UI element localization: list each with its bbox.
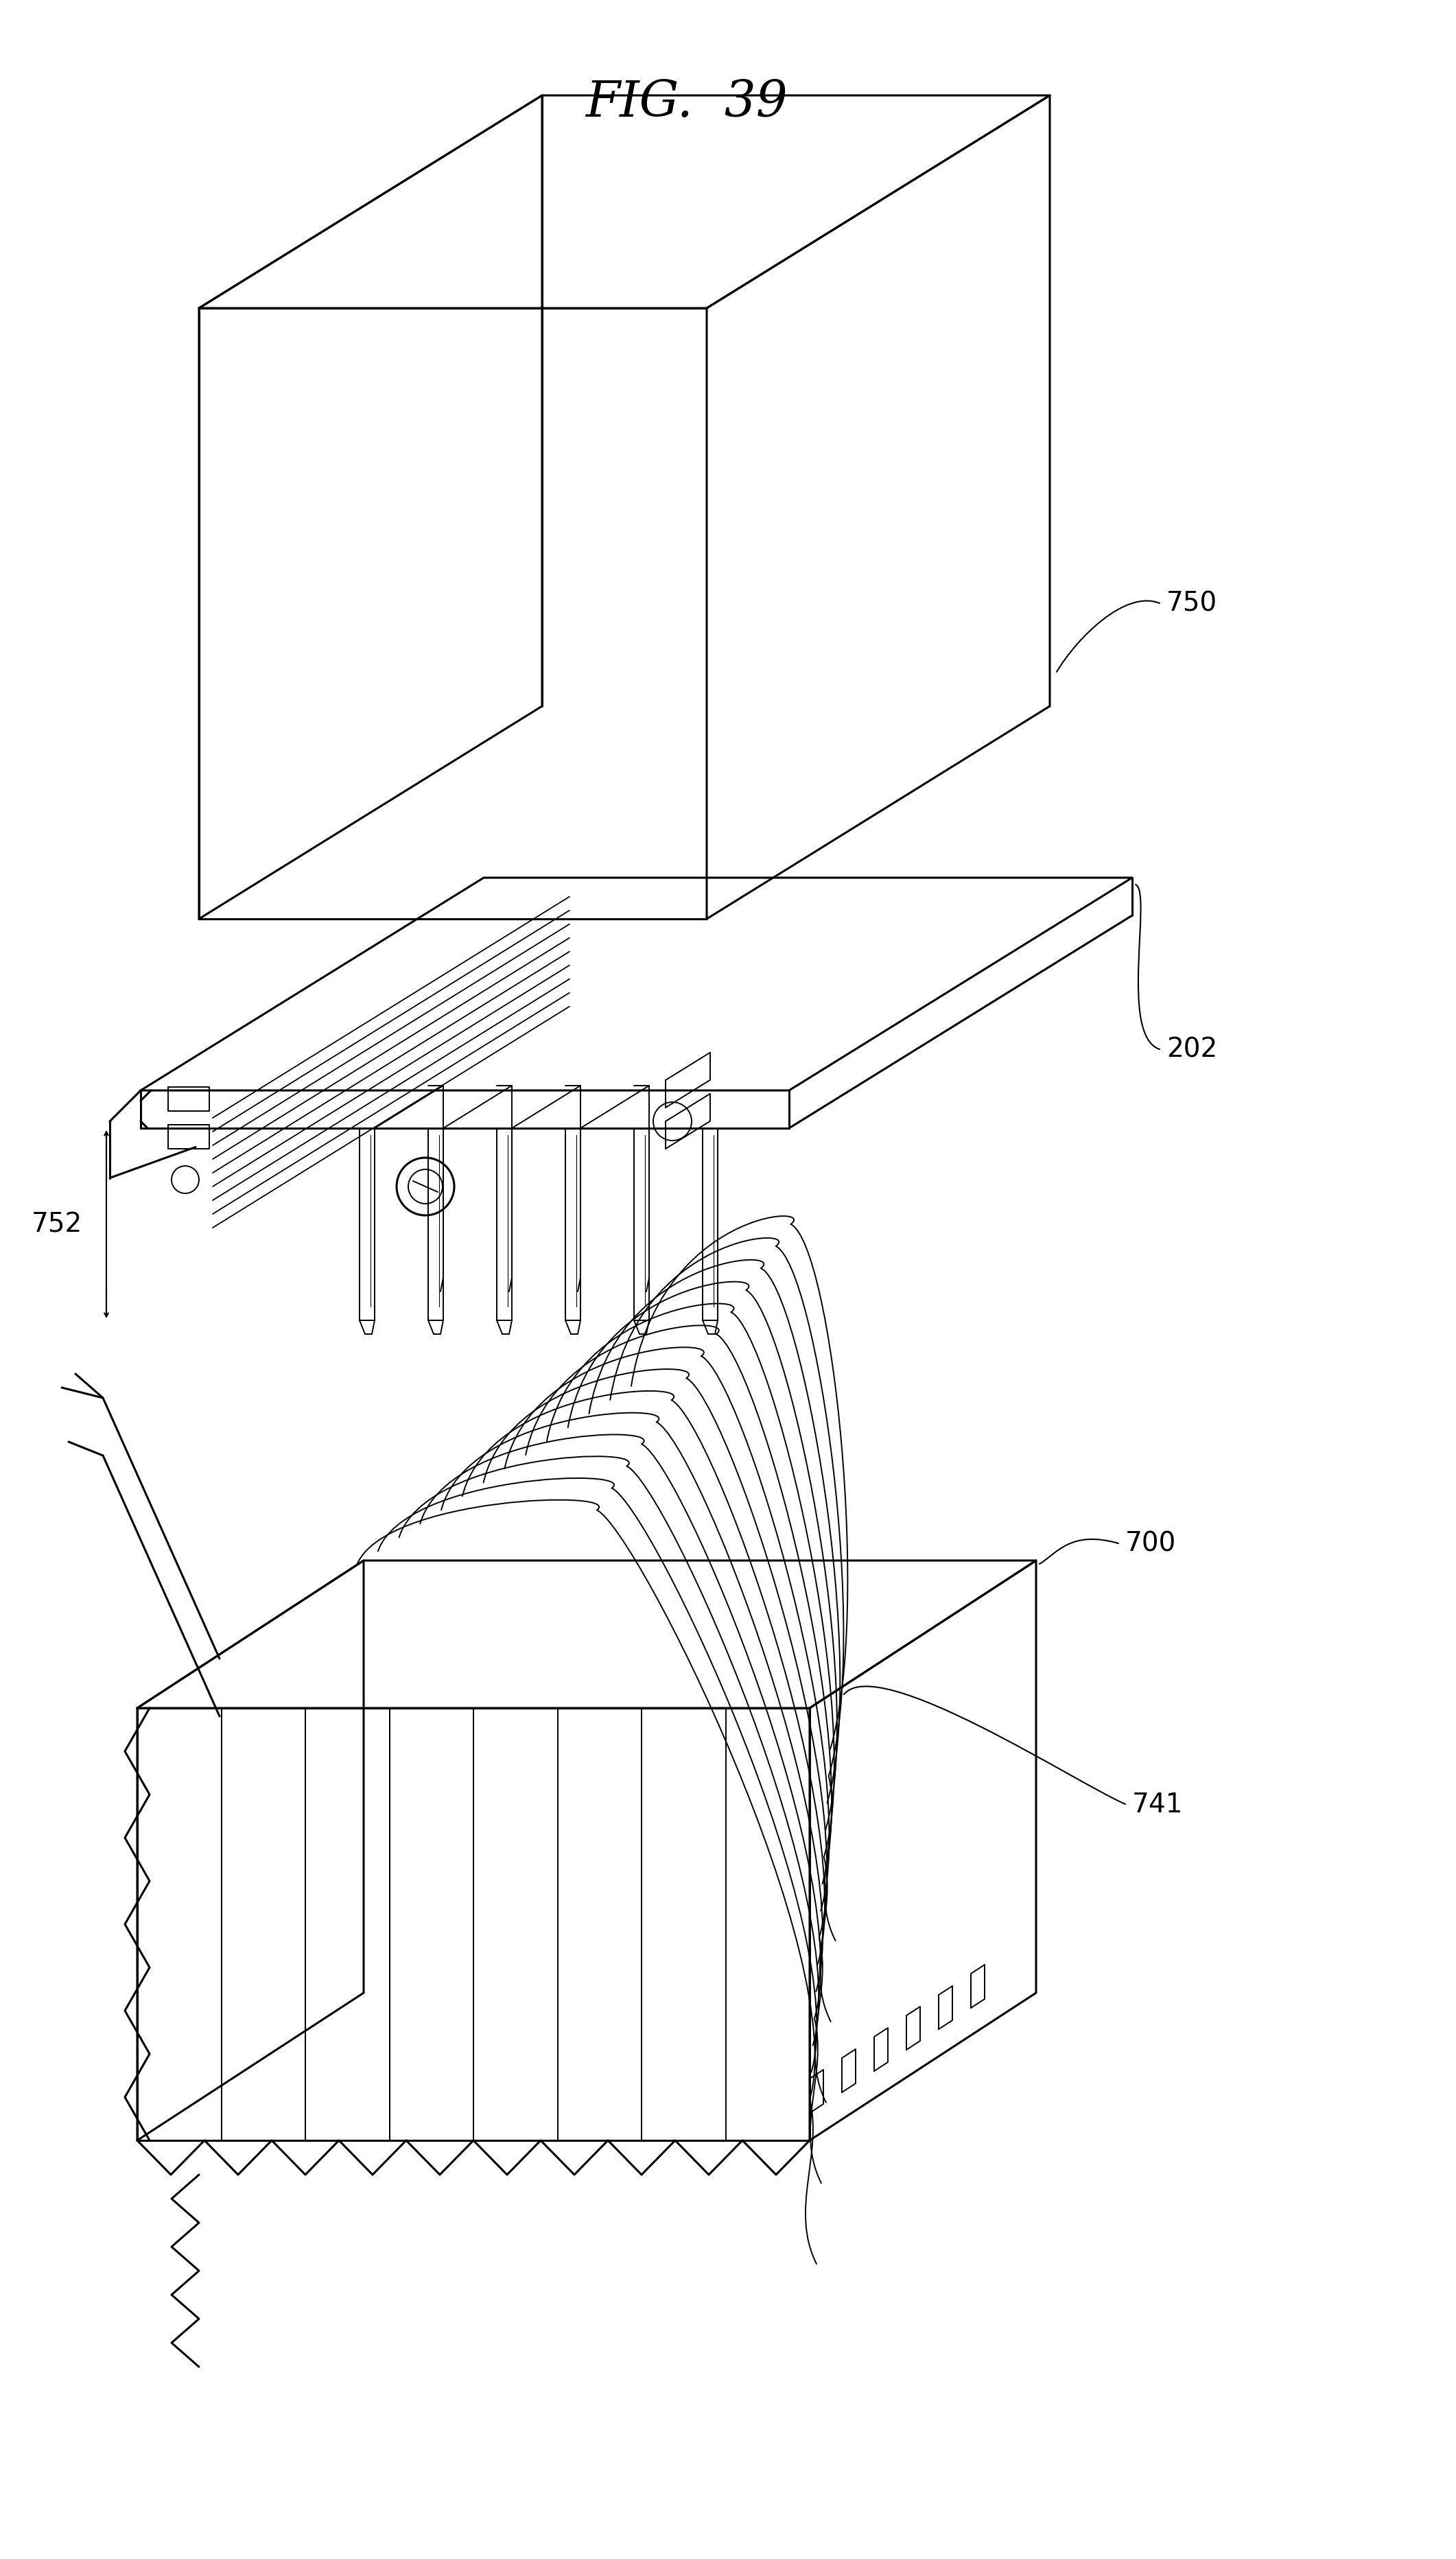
Text: 750: 750 <box>1166 591 1217 617</box>
Text: 700: 700 <box>1125 1530 1176 1556</box>
Text: FIG.  39: FIG. 39 <box>585 79 788 128</box>
Text: 752: 752 <box>32 1210 83 1239</box>
Text: 741: 741 <box>1133 1791 1184 1817</box>
Text: 202: 202 <box>1166 1036 1217 1062</box>
